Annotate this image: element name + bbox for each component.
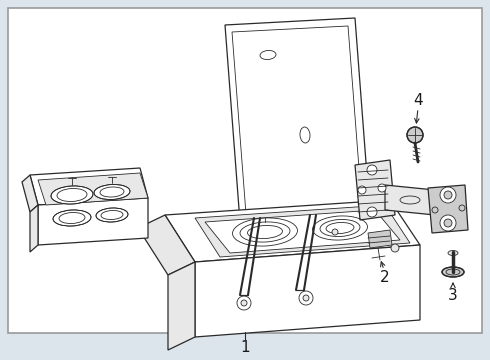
Polygon shape [22, 175, 38, 212]
Polygon shape [195, 245, 420, 337]
Circle shape [440, 215, 456, 231]
Circle shape [303, 295, 309, 301]
Polygon shape [293, 306, 315, 322]
Circle shape [358, 186, 366, 194]
Polygon shape [225, 18, 370, 222]
Circle shape [440, 187, 456, 203]
Ellipse shape [51, 186, 93, 204]
Text: 1: 1 [240, 341, 250, 356]
Circle shape [332, 229, 338, 235]
Ellipse shape [53, 210, 91, 226]
Ellipse shape [96, 208, 128, 222]
Polygon shape [205, 210, 400, 253]
Circle shape [391, 244, 399, 252]
Polygon shape [232, 26, 362, 214]
Circle shape [444, 219, 452, 227]
Polygon shape [230, 290, 262, 312]
Text: 4: 4 [413, 93, 423, 108]
FancyBboxPatch shape [8, 8, 482, 333]
Circle shape [432, 207, 438, 213]
Polygon shape [385, 185, 435, 215]
Circle shape [459, 205, 465, 211]
Polygon shape [165, 200, 420, 262]
Circle shape [378, 184, 386, 192]
Ellipse shape [407, 127, 423, 143]
Polygon shape [30, 168, 148, 205]
Circle shape [237, 296, 251, 310]
Polygon shape [355, 160, 395, 220]
Circle shape [367, 165, 377, 175]
Polygon shape [30, 205, 38, 252]
Ellipse shape [94, 184, 130, 199]
Polygon shape [290, 286, 320, 310]
Text: 3: 3 [448, 288, 458, 302]
Text: 2: 2 [380, 270, 390, 285]
Circle shape [444, 191, 452, 199]
Ellipse shape [442, 267, 464, 277]
Ellipse shape [448, 251, 458, 256]
Polygon shape [38, 198, 148, 245]
Polygon shape [233, 310, 257, 327]
Polygon shape [428, 185, 468, 233]
Circle shape [241, 300, 247, 306]
Circle shape [367, 207, 377, 217]
Polygon shape [368, 230, 392, 248]
Polygon shape [138, 215, 195, 275]
Polygon shape [195, 205, 410, 257]
Circle shape [299, 291, 313, 305]
Polygon shape [168, 262, 195, 350]
Polygon shape [38, 173, 148, 205]
